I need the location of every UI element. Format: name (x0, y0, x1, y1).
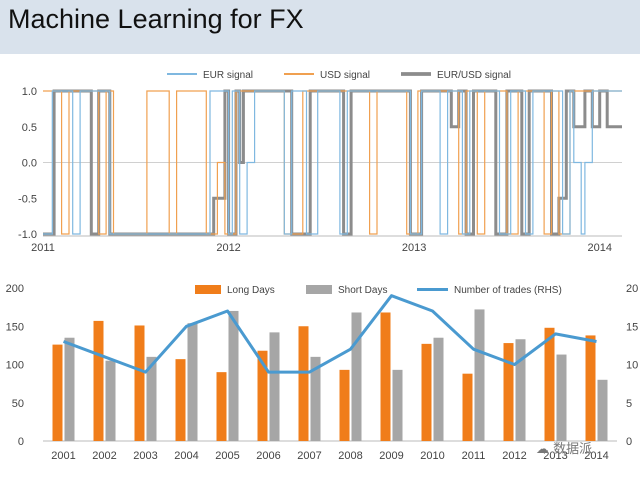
long-days-bar (544, 327, 555, 441)
y2-tick-label: 15 (626, 321, 638, 333)
slide-title: Machine Learning for FX (8, 4, 304, 34)
y2-tick-label: 10 (626, 360, 638, 372)
y-tick-label: 150 (6, 321, 24, 333)
x-tick-label: 2011 (462, 450, 486, 462)
x-tick-label: 2003 (133, 450, 157, 462)
x-tick-label: 2014 (584, 450, 608, 462)
x-tick-label: 2013 (402, 242, 426, 254)
watermark: ☁ 数据派 (536, 438, 592, 457)
y-tick-label: -0.5 (18, 193, 37, 205)
long-days-bar (216, 372, 227, 441)
y-tick-label: 50 (12, 398, 24, 410)
legend-label: Number of trades (RHS) (454, 285, 562, 296)
x-tick-label: 2006 (256, 450, 280, 462)
short-days-bar (597, 379, 608, 441)
x-tick-label: 2011 (31, 242, 55, 254)
y-tick-label: 0.0 (22, 158, 37, 170)
long-days-bar (421, 343, 432, 441)
long-days-bar (257, 350, 268, 441)
legend-label: EUR/USD signal (437, 70, 511, 81)
short-days-bar (515, 339, 526, 441)
legend-label: EUR signal (203, 70, 253, 81)
legend-swatch (306, 285, 332, 294)
title-bar: Machine Learning for FX (0, 0, 640, 54)
long-days-bar (585, 335, 596, 441)
x-tick-label: 2004 (174, 450, 198, 462)
short-days-bar (105, 360, 116, 441)
legend-swatch (195, 285, 221, 294)
long-days-bar (134, 325, 145, 441)
y-tick-label: 200 (6, 283, 24, 295)
wechat-icon: ☁ (536, 442, 549, 457)
short-days-bar (392, 369, 403, 441)
long-days-bar (298, 326, 309, 441)
y2-tick-label: 20 (626, 283, 638, 295)
y2-tick-label: 5 (626, 398, 632, 410)
legend-label: Long Days (227, 285, 275, 296)
y2-tick-label: 0 (626, 436, 632, 448)
x-tick-label: 2012 (502, 450, 526, 462)
x-tick-label: 2013 (543, 450, 567, 462)
short-days-bar (187, 323, 198, 441)
series-line-1 (43, 90, 622, 235)
trades-line (62, 294, 597, 374)
x-tick-label: 2008 (338, 450, 362, 462)
x-tick-label: 2007 (297, 450, 321, 462)
short-days-bar (351, 312, 362, 441)
legend-label: USD signal (320, 70, 370, 81)
y-tick-label: -1.0 (18, 229, 37, 241)
x-tick-label: 2002 (92, 450, 116, 462)
long-days-bar (93, 320, 104, 441)
y-tick-label: 100 (6, 360, 24, 372)
long-days-bar (462, 373, 473, 441)
watermark-text: 数据派 (553, 442, 593, 457)
long-days-bar (503, 343, 514, 441)
long-days-bar (52, 344, 63, 441)
short-days-bar (64, 337, 75, 441)
y-tick-label: 0.5 (22, 122, 37, 134)
x-tick-label: 2009 (379, 450, 403, 462)
y-tick-label: 0 (18, 436, 24, 448)
short-days-bar (556, 354, 567, 441)
short-days-bar (474, 309, 485, 441)
x-tick-label: 2012 (216, 242, 240, 254)
short-days-bar (269, 332, 280, 441)
x-tick-label: 2014 (587, 242, 611, 254)
short-days-bar (228, 310, 239, 441)
short-days-bar (310, 356, 321, 441)
x-tick-label: 2001 (51, 450, 75, 462)
short-days-bar (433, 337, 444, 441)
long-days-bar (175, 359, 186, 441)
legend-label: Short Days (338, 285, 387, 296)
y-tick-label: 1.0 (22, 86, 37, 98)
long-days-bar (380, 312, 391, 441)
long-days-bar (339, 369, 350, 441)
x-tick-label: 2005 (215, 450, 239, 462)
x-tick-label: 2010 (420, 450, 444, 462)
short-days-bar (146, 356, 157, 441)
